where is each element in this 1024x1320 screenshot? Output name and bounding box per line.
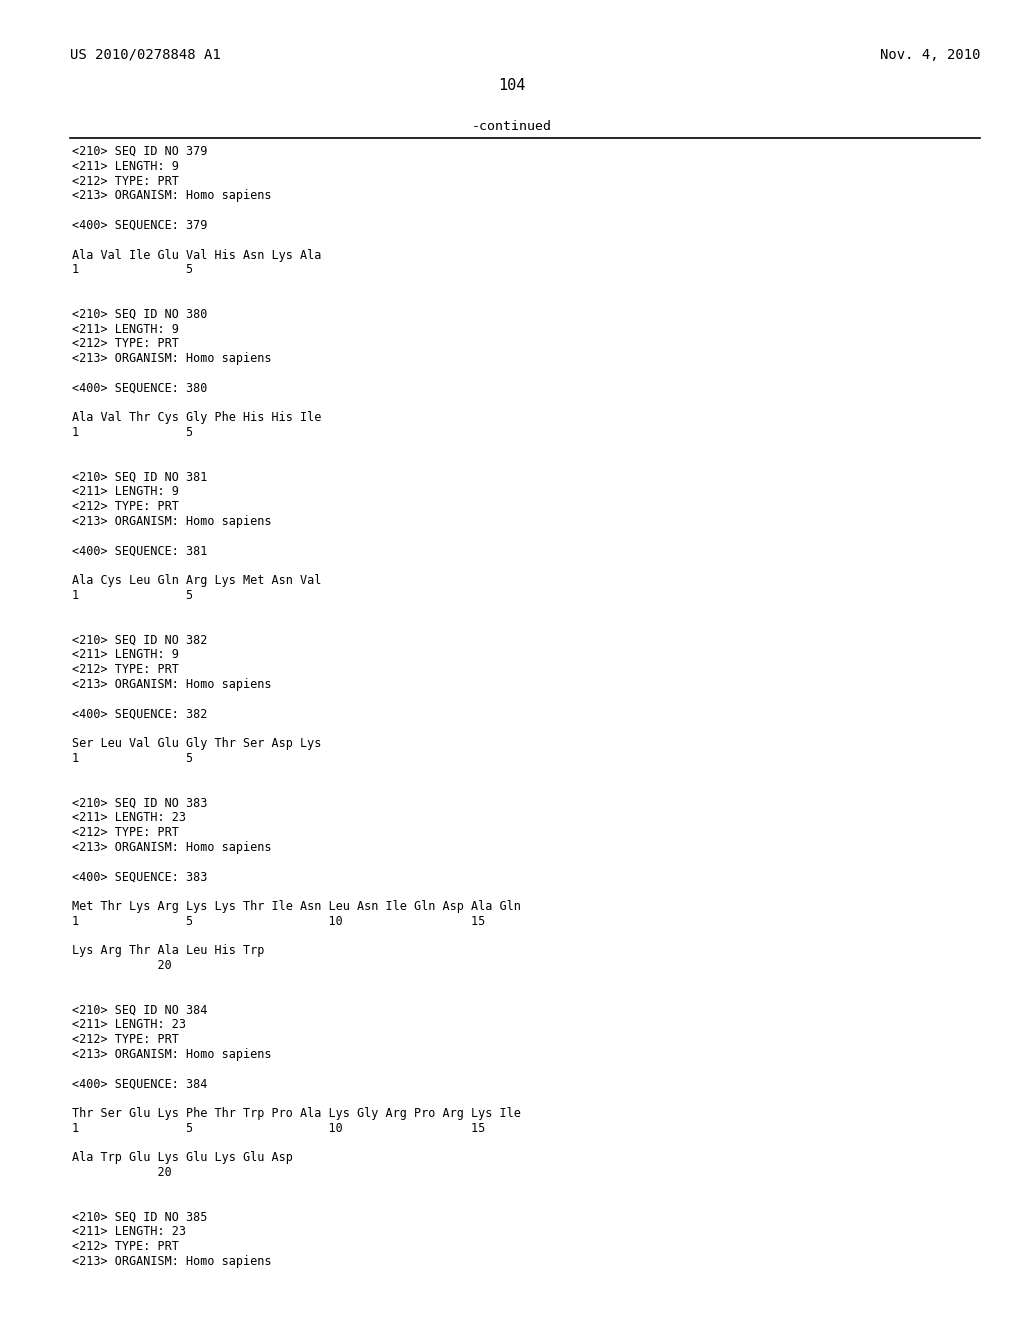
Text: Met Thr Lys Arg Lys Lys Thr Ile Asn Leu Asn Ile Gln Asp Ala Gln: Met Thr Lys Arg Lys Lys Thr Ile Asn Leu … [72,900,521,913]
Text: <213> ORGANISM: Homo sapiens: <213> ORGANISM: Homo sapiens [72,352,271,366]
Text: <213> ORGANISM: Homo sapiens: <213> ORGANISM: Homo sapiens [72,1048,271,1061]
Text: 1               5                   10                  15: 1 5 10 15 [72,1122,485,1135]
Text: <211> LENGTH: 9: <211> LENGTH: 9 [72,486,179,499]
Text: 20: 20 [72,1166,172,1179]
Text: <212> TYPE: PRT: <212> TYPE: PRT [72,1241,179,1253]
Text: <400> SEQUENCE: 382: <400> SEQUENCE: 382 [72,708,208,721]
Text: 20: 20 [72,960,172,972]
Text: 104: 104 [499,78,525,92]
Text: <210> SEQ ID NO 382: <210> SEQ ID NO 382 [72,634,208,647]
Text: <213> ORGANISM: Homo sapiens: <213> ORGANISM: Homo sapiens [72,189,271,202]
Text: <400> SEQUENCE: 379: <400> SEQUENCE: 379 [72,219,208,232]
Text: <212> TYPE: PRT: <212> TYPE: PRT [72,1034,179,1045]
Text: Ala Val Thr Cys Gly Phe His His Ile: Ala Val Thr Cys Gly Phe His His Ile [72,412,322,425]
Text: <210> SEQ ID NO 384: <210> SEQ ID NO 384 [72,1003,208,1016]
Text: Ala Cys Leu Gln Arg Lys Met Asn Val: Ala Cys Leu Gln Arg Lys Met Asn Val [72,574,322,587]
Text: <211> LENGTH: 9: <211> LENGTH: 9 [72,648,179,661]
Text: <210> SEQ ID NO 385: <210> SEQ ID NO 385 [72,1210,208,1224]
Text: <400> SEQUENCE: 383: <400> SEQUENCE: 383 [72,870,208,883]
Text: <210> SEQ ID NO 383: <210> SEQ ID NO 383 [72,796,208,809]
Text: Lys Arg Thr Ala Leu His Trp: Lys Arg Thr Ala Leu His Trp [72,944,264,957]
Text: <211> LENGTH: 23: <211> LENGTH: 23 [72,1018,186,1031]
Text: <211> LENGTH: 23: <211> LENGTH: 23 [72,1225,186,1238]
Text: -continued: -continued [472,120,552,133]
Text: Ser Leu Val Glu Gly Thr Ser Asp Lys: Ser Leu Val Glu Gly Thr Ser Asp Lys [72,737,322,750]
Text: 1               5: 1 5 [72,589,194,602]
Text: <211> LENGTH: 9: <211> LENGTH: 9 [72,322,179,335]
Text: <210> SEQ ID NO 381: <210> SEQ ID NO 381 [72,471,208,483]
Text: <210> SEQ ID NO 379: <210> SEQ ID NO 379 [72,145,208,158]
Text: <213> ORGANISM: Homo sapiens: <213> ORGANISM: Homo sapiens [72,515,271,528]
Text: 1               5: 1 5 [72,426,194,440]
Text: 1               5: 1 5 [72,752,194,764]
Text: 1               5                   10                  15: 1 5 10 15 [72,915,485,928]
Text: <210> SEQ ID NO 380: <210> SEQ ID NO 380 [72,308,208,321]
Text: <212> TYPE: PRT: <212> TYPE: PRT [72,338,179,350]
Text: US 2010/0278848 A1: US 2010/0278848 A1 [70,48,221,62]
Text: <400> SEQUENCE: 380: <400> SEQUENCE: 380 [72,381,208,395]
Text: <213> ORGANISM: Homo sapiens: <213> ORGANISM: Homo sapiens [72,841,271,854]
Text: <213> ORGANISM: Homo sapiens: <213> ORGANISM: Homo sapiens [72,677,271,690]
Text: <212> TYPE: PRT: <212> TYPE: PRT [72,826,179,838]
Text: <211> LENGTH: 23: <211> LENGTH: 23 [72,810,186,824]
Text: <213> ORGANISM: Homo sapiens: <213> ORGANISM: Homo sapiens [72,1255,271,1269]
Text: Nov. 4, 2010: Nov. 4, 2010 [880,48,980,62]
Text: <212> TYPE: PRT: <212> TYPE: PRT [72,500,179,513]
Text: <212> TYPE: PRT: <212> TYPE: PRT [72,174,179,187]
Text: Ala Trp Glu Lys Glu Lys Glu Asp: Ala Trp Glu Lys Glu Lys Glu Asp [72,1151,293,1164]
Text: Ala Val Ile Glu Val His Asn Lys Ala: Ala Val Ile Glu Val His Asn Lys Ala [72,248,322,261]
Text: 1               5: 1 5 [72,264,194,276]
Text: <212> TYPE: PRT: <212> TYPE: PRT [72,663,179,676]
Text: <400> SEQUENCE: 384: <400> SEQUENCE: 384 [72,1077,208,1090]
Text: <400> SEQUENCE: 381: <400> SEQUENCE: 381 [72,545,208,557]
Text: <211> LENGTH: 9: <211> LENGTH: 9 [72,160,179,173]
Text: Thr Ser Glu Lys Phe Thr Trp Pro Ala Lys Gly Arg Pro Arg Lys Ile: Thr Ser Glu Lys Phe Thr Trp Pro Ala Lys … [72,1107,521,1119]
